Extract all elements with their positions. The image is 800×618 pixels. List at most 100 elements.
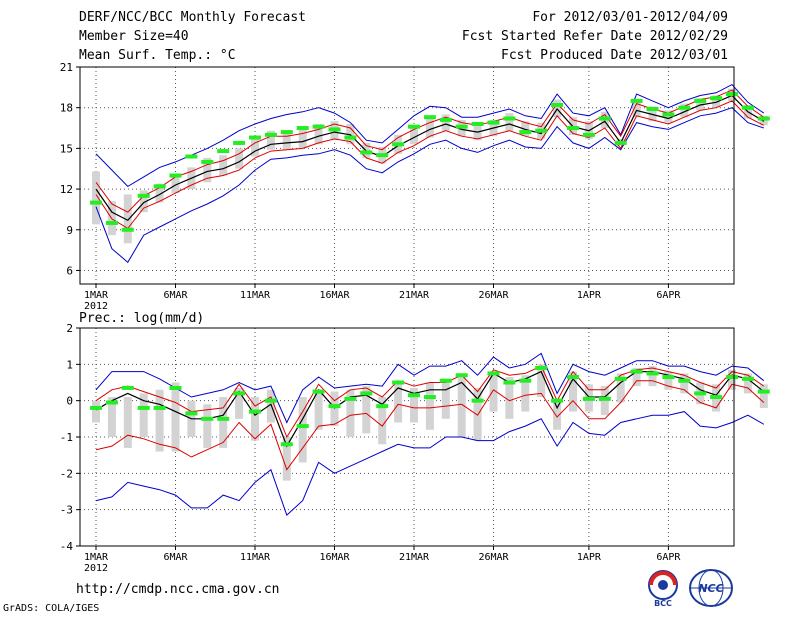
source-url[interactable]: http://cmdp.ncc.cma.gov.cn — [76, 582, 280, 597]
temperature-box — [123, 194, 132, 244]
precipitation-median-marker — [614, 376, 627, 381]
precipitation-ytick-label: -2 — [60, 467, 73, 480]
temperature-upper-quartile-line — [95, 89, 765, 213]
temperature-ytick-label: 18 — [60, 102, 73, 115]
precipitation-box — [362, 386, 371, 434]
temperature-median-marker — [344, 135, 357, 140]
temperature-ytick-label: 12 — [60, 183, 73, 196]
temperature-median-marker — [455, 124, 468, 129]
precipitation-median-marker — [503, 380, 516, 385]
precipitation-box — [139, 393, 148, 437]
precipitation-ytick-label: 1 — [66, 358, 73, 371]
temperature-median-marker — [153, 184, 166, 189]
temperature-xtick-label: 1MAR — [84, 290, 109, 301]
temperature-box — [696, 98, 705, 111]
precipitation-lower-quartile-line — [95, 380, 765, 471]
temperature-min-line — [95, 107, 764, 264]
temperature-lower-quartile-line — [95, 100, 765, 230]
precipitation-box — [346, 389, 355, 437]
precipitation-box — [569, 371, 577, 412]
precipitation-median-marker — [726, 375, 738, 380]
temperature-box — [648, 106, 657, 122]
precipitation-box — [648, 366, 657, 387]
temperature-median-marker — [312, 124, 325, 129]
temperature-xtick-year: 2012 — [84, 301, 108, 312]
temperature-median-marker — [439, 117, 452, 122]
precipitation-box — [489, 371, 498, 412]
temperature-box — [314, 123, 323, 145]
temperature-box — [203, 157, 212, 183]
precipitation-median-marker — [185, 411, 198, 416]
precipitation-box — [282, 437, 291, 481]
precipitation-box — [537, 364, 546, 398]
temperature-box — [282, 133, 291, 150]
bcc-logo-text: BCC — [654, 599, 672, 608]
precipitation-box — [425, 382, 434, 430]
precipitation-median-marker — [630, 369, 643, 374]
precipitation-median-marker — [312, 389, 325, 394]
precipitation-median-marker — [694, 391, 707, 396]
precipitation-box — [521, 375, 530, 412]
precipitation-ytick-label: 0 — [66, 395, 73, 408]
temperature-box — [251, 137, 259, 157]
precipitation-median-marker — [376, 404, 389, 409]
precipitation-box — [553, 400, 562, 430]
temperature-median-marker — [408, 124, 420, 129]
temperature-median-marker — [503, 116, 516, 121]
temperature-box — [664, 110, 673, 123]
temperature-box — [266, 130, 275, 150]
temperature-median-marker — [217, 149, 230, 154]
temperature-xtick-label: 1APR — [577, 290, 602, 301]
precipitation-median-marker — [105, 400, 118, 405]
temperature-box — [680, 103, 689, 118]
precipitation-box — [743, 373, 752, 394]
precipitation-median-marker — [471, 398, 484, 403]
precipitation-box — [664, 371, 673, 390]
precipitation-median-marker — [423, 395, 436, 400]
precipitation-median-marker — [598, 396, 611, 401]
precipitation-ylabel: Prec.: log(mm/d) — [79, 311, 204, 326]
temperature-median-marker — [185, 154, 198, 159]
precipitation-box — [314, 389, 323, 430]
temperature-median-marker — [360, 150, 373, 155]
temperature-box — [632, 99, 641, 118]
precipitation-box — [616, 373, 625, 403]
temperature-xtick-label: 6APR — [656, 290, 681, 301]
temperature-median-marker — [328, 127, 341, 132]
temperature-box — [298, 126, 307, 149]
temperature-median-marker — [519, 130, 532, 135]
temperature-box — [425, 118, 434, 138]
temperature-median-marker — [630, 98, 643, 103]
precipitation-xtick-label: 21MAR — [399, 552, 430, 563]
precipitation-min-line — [95, 411, 765, 516]
temperature-box — [171, 175, 180, 194]
precipitation-ytick-label: -3 — [60, 504, 73, 517]
grads-credit: GrADS: COLA/IGES — [3, 603, 100, 614]
precipitation-box — [107, 397, 116, 437]
temperature-box — [759, 115, 768, 126]
precipitation-ytick-label: -4 — [60, 540, 74, 553]
precipitation-box — [505, 377, 514, 419]
precipitation-xtick-label: 1MAR — [84, 552, 109, 563]
temperature-median-marker — [567, 126, 579, 131]
forecast-period: For 2012/03/01-2012/04/09 — [532, 10, 728, 25]
precipitation-max-line — [95, 352, 765, 424]
precipitation-box — [235, 387, 244, 419]
precipitation-box — [219, 397, 228, 448]
temperature-median-marker — [201, 159, 214, 164]
temperature-ytick-label: 6 — [66, 264, 73, 277]
precipitation-box — [123, 397, 132, 448]
precipitation-median-marker — [519, 378, 532, 383]
precipitation-xtick-label: 16MAR — [319, 552, 350, 563]
temperature-median-marker — [249, 135, 261, 140]
precipitation-xtick-label: 26MAR — [478, 552, 509, 563]
temperature-median-marker — [582, 132, 595, 137]
precipitation-box — [251, 397, 259, 441]
temperature-median-marker — [392, 142, 405, 147]
precipitation-median-marker — [582, 396, 595, 401]
temperature-max-line — [95, 83, 765, 188]
precipitation-median-marker — [567, 375, 579, 380]
temperature-ylabel: Mean Surf. Temp.: °C — [79, 48, 236, 63]
precipitation-median-marker — [662, 375, 675, 380]
